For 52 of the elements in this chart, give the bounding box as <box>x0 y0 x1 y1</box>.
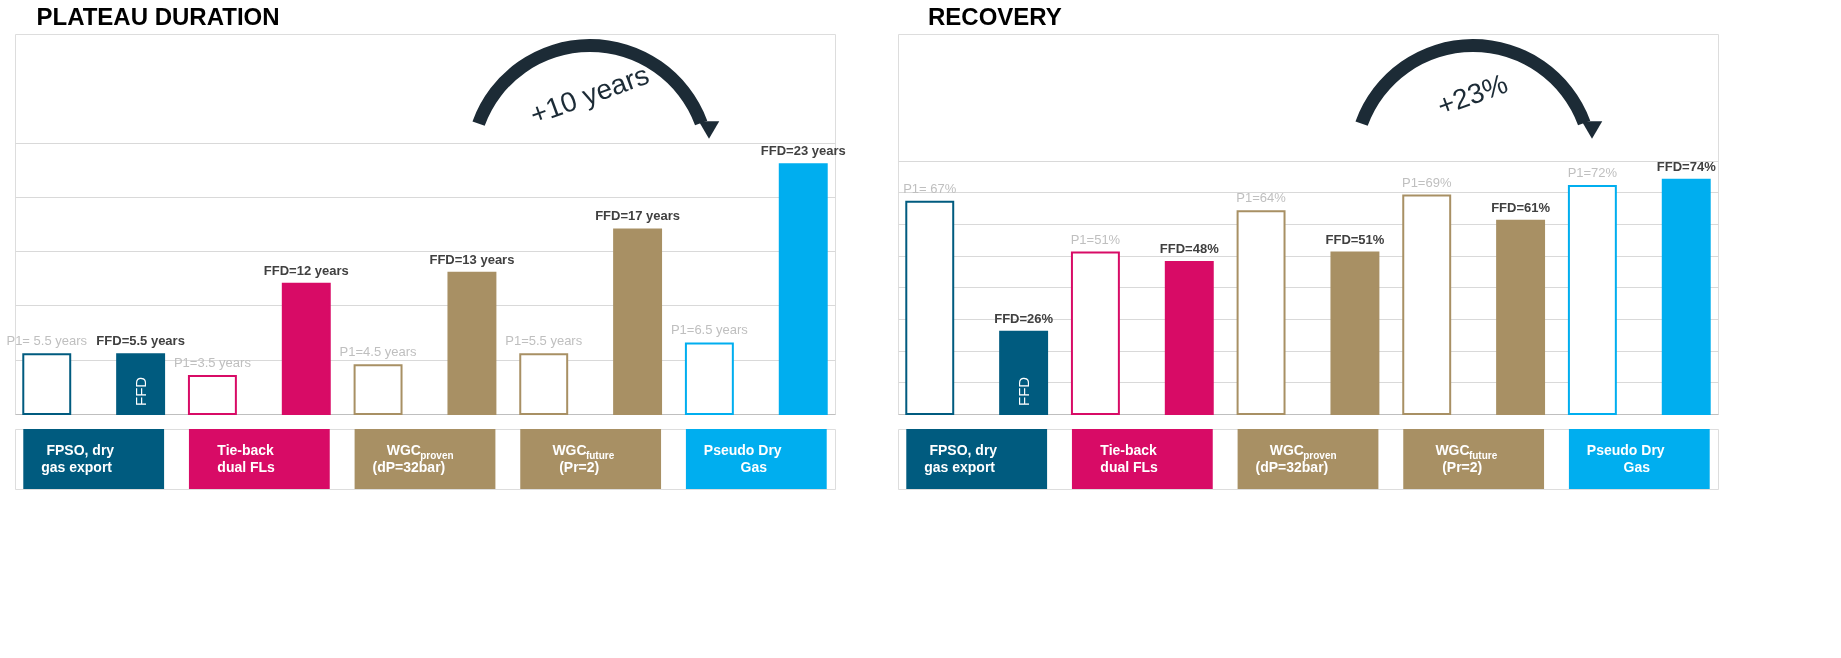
bar <box>1567 185 1617 415</box>
bar <box>116 353 166 415</box>
chart-title: RECOVERY <box>928 3 1062 30</box>
data-label: FFD=61% <box>1491 199 1551 215</box>
bar <box>1402 194 1452 415</box>
bar <box>353 364 403 415</box>
bar <box>1330 251 1380 415</box>
data-label: P1=64% <box>1236 190 1287 206</box>
data-label: FFD=26% <box>994 310 1054 326</box>
bar <box>1496 219 1546 415</box>
x-tick-label: FPSO, dry gas export <box>924 441 998 475</box>
data-label: P1=3.5 years <box>173 355 252 370</box>
annotation: +10 years <box>526 58 653 131</box>
data-label: FFD=5.5 years <box>96 333 185 349</box>
bar <box>1236 210 1286 415</box>
bar <box>905 200 955 415</box>
bar <box>1070 251 1120 415</box>
data-label: P1=72% <box>1567 165 1618 180</box>
data-label: P1=69% <box>1401 174 1452 190</box>
data-label: P1= 5.5 years <box>6 333 88 349</box>
data-label: FFD=23 years <box>760 143 846 159</box>
bar <box>778 163 828 415</box>
data-label: P1= 67% <box>903 180 957 196</box>
data-label: P1=6.5 years <box>670 322 749 338</box>
bar <box>519 353 569 415</box>
data-label: P1=51% <box>1070 231 1121 247</box>
bar <box>187 375 237 415</box>
chart-title: PLATEAU DURATION <box>36 3 280 30</box>
bar <box>613 228 663 415</box>
series-label: FFD <box>131 376 149 406</box>
x-tick-label: Tie-back dual FLs <box>1100 441 1159 475</box>
data-label: P1=4.5 years <box>339 344 418 360</box>
data-label: FFD=12 years <box>263 262 349 278</box>
x-tick-label: Pseudo Dry Gas <box>703 441 782 475</box>
x-tick-label: FPSO, dry gas export <box>41 441 115 475</box>
data-label: FFD=51% <box>1325 231 1385 247</box>
bar <box>1661 178 1711 415</box>
series-label: FFD <box>1014 376 1032 406</box>
bar <box>999 330 1049 415</box>
bar <box>447 271 497 415</box>
x-tick-label: Tie-back dual FLs <box>217 441 276 475</box>
bar <box>1164 261 1214 415</box>
x-tick-label: Pseudo Dry Gas <box>1586 441 1665 475</box>
data-label: FFD=48% <box>1159 241 1220 256</box>
bar <box>22 353 72 415</box>
data-label: P1=5.5 years <box>505 333 583 349</box>
annotation: +23% <box>1433 67 1512 122</box>
data-label: FFD=74% <box>1656 158 1717 174</box>
data-label: FFD=17 years <box>595 208 681 224</box>
bar <box>281 282 331 415</box>
data-label: FFD=13 years <box>429 251 515 267</box>
bar <box>684 342 734 415</box>
